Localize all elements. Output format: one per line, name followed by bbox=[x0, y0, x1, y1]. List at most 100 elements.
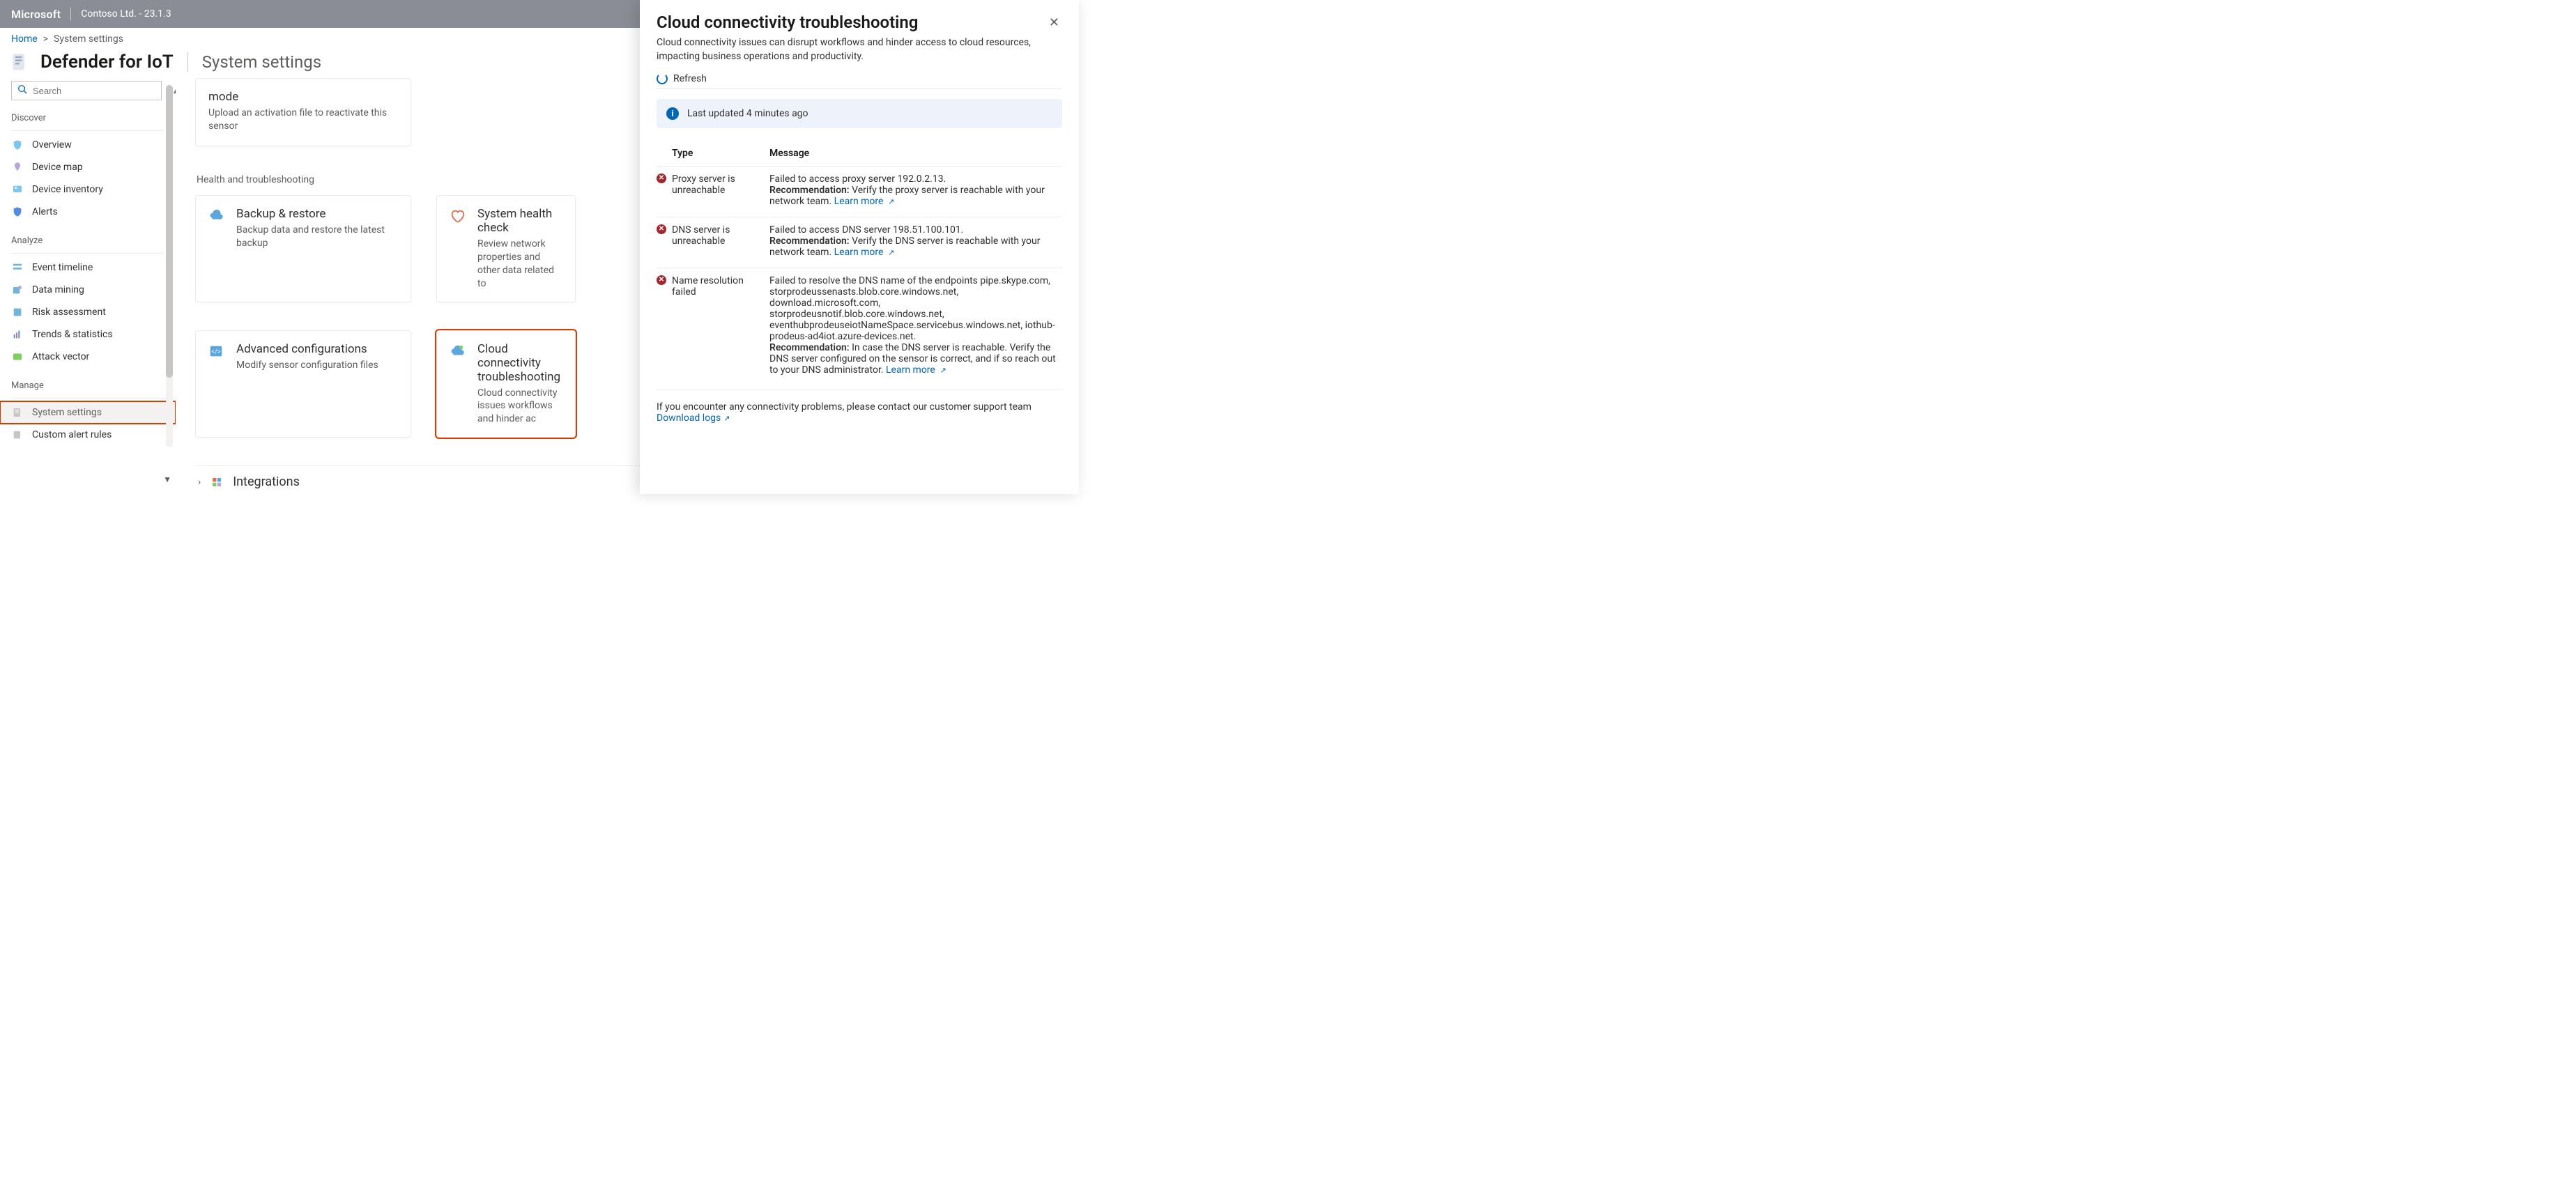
col-header-message: Message bbox=[769, 144, 1062, 167]
cloud-backup-icon bbox=[208, 208, 225, 225]
sidebar-item-device-inventory[interactable]: Device inventory bbox=[0, 178, 176, 201]
card-title: mode bbox=[208, 90, 398, 104]
sidebar: « ▲ Discover Overview Device map Device … bbox=[0, 78, 176, 488]
settings-list-icon bbox=[11, 406, 24, 419]
sidebar-item-data-mining[interactable]: Data mining bbox=[0, 279, 176, 301]
sidebar-item-label: Device inventory bbox=[32, 184, 103, 195]
risk-icon bbox=[11, 306, 24, 318]
learn-more-link[interactable]: Learn more ↗ bbox=[834, 247, 895, 258]
panel-description: Cloud connectivity issues can disrupt wo… bbox=[657, 36, 1062, 63]
data-mining-icon bbox=[11, 284, 24, 296]
issue-type: DNS server is unreachable bbox=[672, 217, 769, 268]
sidebar-item-label: Risk assessment bbox=[32, 307, 106, 318]
breadcrumb-home-link[interactable]: Home bbox=[11, 33, 38, 45]
error-icon: ✕ bbox=[657, 224, 666, 234]
panel-separator bbox=[657, 88, 1062, 89]
sidebar-separator bbox=[11, 398, 164, 399]
brand-label: Microsoft bbox=[11, 8, 61, 21]
sidebar-item-event-timeline[interactable]: Event timeline bbox=[0, 256, 176, 279]
card-system-health-check[interactable]: System health check Review network prope… bbox=[436, 195, 576, 302]
col-header-type: Type bbox=[672, 144, 769, 167]
download-logs-link[interactable]: Download logs↗ bbox=[657, 413, 730, 424]
refresh-icon bbox=[657, 73, 668, 84]
inventory-icon bbox=[11, 183, 24, 196]
card-title: System health check bbox=[477, 207, 562, 235]
card-desc: Modify sensor configuration files bbox=[236, 359, 378, 372]
issue-row: ✕ Proxy server is unreachableFailed to ac… bbox=[657, 167, 1062, 217]
learn-more-link[interactable]: Learn more ↗ bbox=[834, 196, 895, 207]
search-box[interactable] bbox=[11, 81, 162, 100]
sidebar-item-label: Attack vector bbox=[32, 351, 89, 362]
info-icon: i bbox=[666, 107, 679, 120]
sidebar-item-overview[interactable]: Overview bbox=[0, 134, 176, 156]
sidebar-item-label: System settings bbox=[32, 407, 102, 418]
issue-row: ✕DNS server is unreachableFailed to acce… bbox=[657, 217, 1062, 268]
close-icon[interactable]: ✕ bbox=[1046, 13, 1062, 33]
map-pin-icon bbox=[11, 161, 24, 174]
sidebar-item-label: Trends & statistics bbox=[32, 329, 113, 340]
chevron-right-icon: › bbox=[198, 477, 201, 488]
attack-vector-icon bbox=[11, 350, 24, 363]
breadcrumb-separator: > bbox=[43, 33, 48, 45]
sidebar-item-device-map[interactable]: Device map bbox=[0, 156, 176, 178]
panel-footer-text: If you encounter any connectivity proble… bbox=[657, 401, 1062, 413]
external-link-icon: ↗ bbox=[723, 414, 730, 423]
card-desc: Backup data and restore the latest backu… bbox=[236, 224, 398, 250]
sidebar-scrollbar[interactable] bbox=[166, 85, 173, 447]
card-title: Cloud connectivity troubleshooting bbox=[477, 342, 562, 384]
chart-icon bbox=[11, 328, 24, 341]
heartbeat-icon bbox=[450, 208, 466, 225]
sidebar-item-alerts[interactable]: Alerts bbox=[0, 201, 176, 223]
card-mode[interactable]: mode Upload an activation file to reacti… bbox=[195, 78, 411, 146]
sidebar-item-attack-vector[interactable]: Attack vector bbox=[0, 346, 176, 368]
issues-table: Type Message ✕ Proxy server is unreachabl… bbox=[657, 144, 1062, 385]
sidebar-item-system-settings[interactable]: System settings bbox=[0, 401, 176, 424]
search-input[interactable] bbox=[33, 86, 155, 96]
error-icon: ✕ bbox=[657, 275, 666, 285]
external-link-icon: ↗ bbox=[886, 197, 894, 206]
sidebar-item-label: Overview bbox=[32, 139, 72, 151]
search-icon bbox=[17, 84, 27, 97]
card-backup-restore[interactable]: Backup & restore Backup data and restore… bbox=[195, 195, 411, 302]
issue-row: ✕Name resolution failedFailed to resolve… bbox=[657, 268, 1062, 386]
sidebar-item-trends-statistics[interactable]: Trends & statistics bbox=[0, 323, 176, 346]
code-icon: </> bbox=[208, 344, 225, 360]
custom-rules-icon bbox=[11, 429, 24, 441]
page-title: System settings bbox=[202, 52, 321, 72]
card-title: Backup & restore bbox=[236, 207, 398, 221]
issue-message: Failed to access proxy server 192.0.2.13… bbox=[769, 167, 1062, 217]
product-title: Defender for IoT bbox=[40, 52, 174, 72]
topbar-divider bbox=[70, 7, 71, 21]
sidebar-item-custom-alert-rules[interactable]: Custom alert rules bbox=[0, 424, 176, 446]
refresh-label: Refresh bbox=[673, 73, 707, 84]
sidebar-item-risk-assessment[interactable]: Risk assessment bbox=[0, 301, 176, 323]
external-link-icon: ↗ bbox=[938, 366, 946, 375]
integrations-icon bbox=[210, 476, 223, 488]
sidebar-item-label: Custom alert rules bbox=[32, 429, 112, 440]
scrollbar-thumb[interactable] bbox=[166, 85, 173, 378]
external-link-icon: ↗ bbox=[886, 248, 894, 257]
panel-title: Cloud connectivity troubleshooting bbox=[657, 13, 918, 32]
issue-type: Proxy server is unreachable bbox=[672, 167, 769, 217]
title-divider bbox=[187, 52, 188, 72]
card-title: Advanced configurations bbox=[236, 342, 378, 356]
download-logs-label: Download logs bbox=[657, 413, 721, 424]
sidebar-separator bbox=[11, 130, 164, 131]
card-cloud-connectivity-troubleshooting[interactable]: Cloud connectivity troubleshooting Cloud… bbox=[436, 330, 576, 438]
card-desc: Review network properties and other data… bbox=[477, 238, 562, 291]
svg-text:</>: </> bbox=[211, 348, 220, 355]
card-desc: Upload an activation file to reactivate … bbox=[208, 107, 398, 133]
topbar-context: Contoso Ltd. - 23.1.3 bbox=[81, 8, 171, 20]
shield-icon bbox=[11, 139, 24, 151]
sidebar-separator bbox=[11, 253, 164, 254]
issue-message: Failed to resolve the DNS name of the en… bbox=[769, 268, 1062, 386]
card-desc: Cloud connectivity issues workflows and … bbox=[477, 387, 562, 426]
accordion-label: Integrations bbox=[233, 475, 300, 488]
sidebar-item-label: Alerts bbox=[32, 206, 58, 217]
scroll-down-icon[interactable]: ▼ bbox=[163, 475, 171, 484]
card-advanced-configurations[interactable]: </> Advanced configurations Modify senso… bbox=[195, 330, 411, 438]
refresh-button[interactable]: Refresh bbox=[657, 73, 1062, 84]
sidebar-item-label: Device map bbox=[32, 162, 83, 173]
error-icon: ✕ bbox=[657, 174, 666, 183]
learn-more-link[interactable]: Learn more ↗ bbox=[886, 364, 946, 376]
